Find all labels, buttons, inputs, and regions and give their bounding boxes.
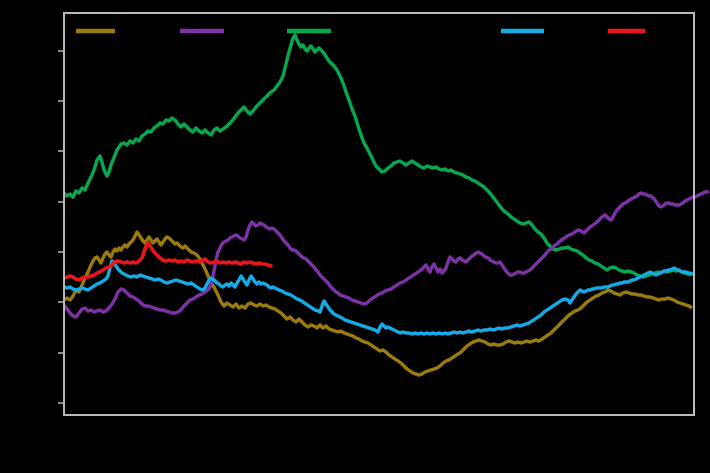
- series-olive-series-line: [63, 230, 693, 377]
- series-red-series-line: [63, 241, 274, 282]
- series-purple-series-line: [62, 189, 710, 319]
- series-green-series-line: [62, 33, 692, 279]
- plot-frame: [63, 12, 695, 416]
- series-cyan-series-line: [63, 259, 694, 336]
